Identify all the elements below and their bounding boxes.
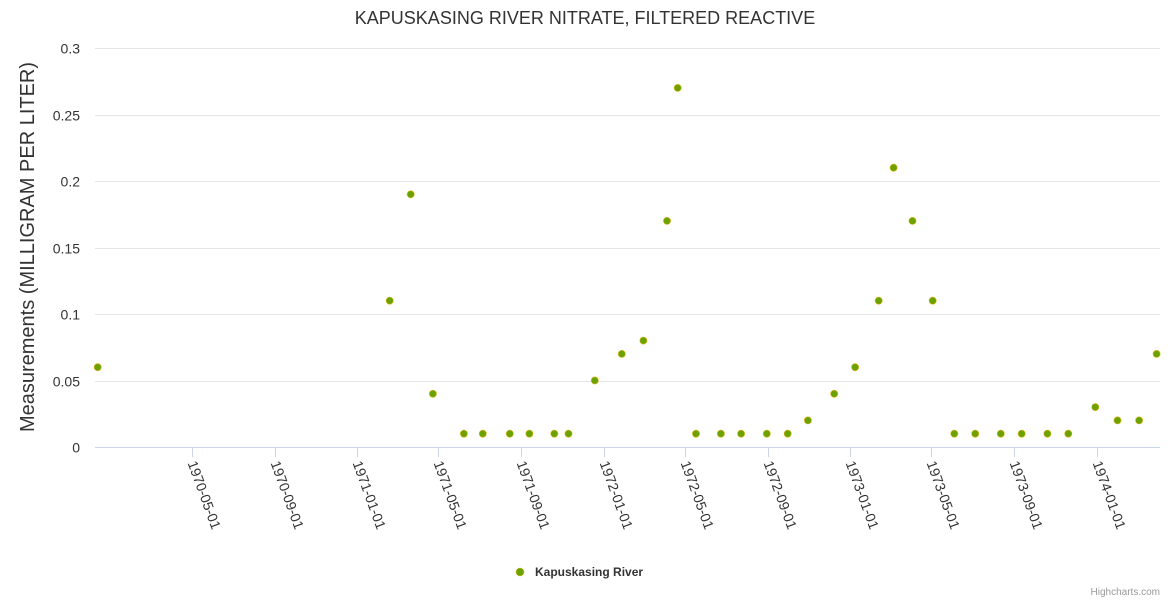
data-point[interactable] <box>1135 416 1143 425</box>
data-point[interactable] <box>550 429 559 438</box>
data-point[interactable] <box>717 429 725 438</box>
data-point[interactable] <box>505 429 514 438</box>
data-point[interactable] <box>590 376 599 385</box>
data-point[interactable] <box>874 296 883 305</box>
y-tick-label: 0.15 <box>53 241 80 257</box>
legend[interactable]: Kapuskasing River <box>515 565 643 579</box>
data-point[interactable] <box>459 429 468 438</box>
data-point[interactable] <box>639 336 648 345</box>
data-point[interactable] <box>428 389 437 398</box>
data-point[interactable] <box>783 429 792 438</box>
data-point[interactable] <box>762 429 771 438</box>
gridlines <box>95 48 1160 382</box>
data-point[interactable] <box>804 416 812 425</box>
data-point[interactable] <box>928 296 937 305</box>
y-tick-label: 0.05 <box>53 374 80 390</box>
chart-title: KAPUSKASING RIVER NITRATE, FILTERED REAC… <box>355 8 815 28</box>
data-point[interactable] <box>1064 429 1073 438</box>
data-point[interactable] <box>996 429 1005 438</box>
data-point[interactable] <box>851 363 859 372</box>
data-point[interactable] <box>1113 416 1122 425</box>
legend-marker[interactable] <box>515 567 525 577</box>
y-tick-label: 0.1 <box>61 307 81 323</box>
data-point[interactable] <box>564 429 573 438</box>
data-point[interactable] <box>1091 403 1100 411</box>
series-kapuskasing-river[interactable] <box>93 84 1170 438</box>
data-point[interactable] <box>663 216 671 225</box>
data-point[interactable] <box>1043 429 1052 438</box>
data-point[interactable] <box>830 389 839 398</box>
data-point[interactable] <box>950 429 959 438</box>
y-tick-label: 0.3 <box>61 41 81 57</box>
data-point[interactable] <box>406 190 415 199</box>
data-point[interactable] <box>478 429 487 438</box>
y-axis: 0 0.05 0.1 0.15 0.2 0.25 0.3 <box>53 41 80 456</box>
data-point[interactable] <box>889 163 898 172</box>
data-point[interactable] <box>971 429 980 438</box>
y-tick-label: 0.2 <box>61 174 81 190</box>
y-axis-title: Measurements (MILLIGRAM PER LITER) <box>17 62 39 432</box>
data-point[interactable] <box>385 296 394 305</box>
y-tick-label: 0.25 <box>53 108 80 124</box>
data-point[interactable] <box>93 363 102 372</box>
data-point[interactable] <box>1017 429 1026 438</box>
data-point[interactable] <box>525 429 534 438</box>
data-point[interactable] <box>1152 349 1161 358</box>
data-point[interactable] <box>673 84 682 92</box>
credits-link[interactable]: Highcharts.com <box>1091 587 1160 598</box>
data-point[interactable] <box>737 429 745 438</box>
data-point[interactable] <box>692 429 700 438</box>
data-point[interactable] <box>908 216 917 225</box>
data-point[interactable] <box>617 349 626 358</box>
legend-item-kapuskasing-river[interactable]: Kapuskasing River <box>535 565 643 579</box>
y-tick-label: 0 <box>72 440 80 456</box>
